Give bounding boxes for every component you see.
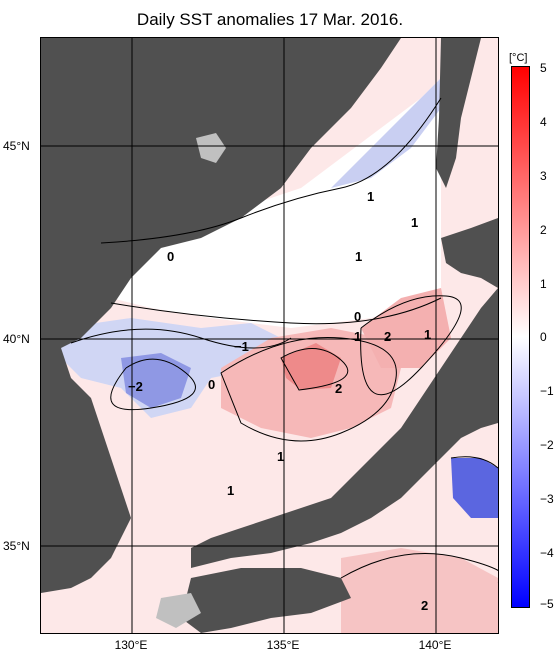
colorbar-tick: 0 bbox=[540, 330, 547, 344]
lon-label-130: 130°E bbox=[114, 638, 148, 652]
contour-label: 2 bbox=[384, 329, 391, 344]
lon-label-140: 140°E bbox=[418, 638, 452, 652]
contour-lines bbox=[70, 97, 498, 583]
contour-label: 1 bbox=[227, 483, 234, 498]
colorbar-tick: 1 bbox=[540, 277, 547, 291]
chart-title: Daily SST anomalies 17 Mar. 2016. bbox=[136, 10, 404, 29]
land-hokkaido bbox=[441, 218, 498, 288]
lat-label-45: 45°N bbox=[3, 139, 30, 153]
map-svg: 0 1 1 1 0 1 2 1 −1 −2 0 2 1 1 2 bbox=[41, 38, 498, 633]
contour-label: 1 bbox=[355, 249, 362, 264]
colorbar-tick: −3 bbox=[540, 492, 554, 506]
contour-label: 0 bbox=[167, 249, 174, 264]
cold-anomaly-pacific bbox=[451, 458, 498, 518]
contour-label: 2 bbox=[421, 598, 428, 613]
land-mainland-asia bbox=[41, 38, 401, 593]
contour-label: 1 bbox=[367, 189, 374, 204]
contour-label: 1 bbox=[424, 327, 431, 342]
warm-anomaly-northeast bbox=[361, 288, 451, 368]
colorbar-tick: −5 bbox=[540, 597, 554, 611]
colorbar-tick: 3 bbox=[540, 169, 547, 183]
sst-map: 0 1 1 1 0 1 2 1 −1 −2 0 2 1 1 2 bbox=[40, 37, 499, 634]
colorbar-unit: [°C] bbox=[509, 52, 528, 64]
graticule bbox=[41, 38, 498, 633]
lat-label-35: 35°N bbox=[3, 539, 30, 553]
warm-anomaly-south bbox=[341, 548, 498, 633]
colorbar-tick: 2 bbox=[540, 223, 547, 237]
contour-label: −2 bbox=[128, 379, 143, 394]
land-southwest-japan bbox=[181, 568, 351, 633]
colorbar-tick: 5 bbox=[540, 61, 547, 75]
colorbar-svg bbox=[512, 67, 529, 607]
colorbar-gradient bbox=[512, 67, 529, 607]
warm-anomaly-core bbox=[281, 343, 341, 390]
contour-label: 0 bbox=[354, 309, 361, 324]
contour-label-group: 0 1 1 1 0 1 2 1 −1 −2 0 2 1 1 2 bbox=[128, 189, 431, 613]
land-sakhalin bbox=[436, 38, 481, 188]
neutral-zone bbox=[101, 78, 441, 328]
contour-label: 1 bbox=[411, 215, 418, 230]
cold-anomaly-north bbox=[331, 78, 441, 188]
island-lake bbox=[196, 133, 226, 163]
colorbar-tick: −2 bbox=[540, 438, 554, 452]
cold-anomaly-core bbox=[121, 353, 191, 408]
land-honshu bbox=[191, 288, 498, 568]
colorbar-tick: −4 bbox=[540, 546, 554, 560]
colorbar bbox=[511, 66, 530, 608]
colorbar-tick: −1 bbox=[540, 384, 554, 398]
lat-label-40: 40°N bbox=[3, 332, 30, 346]
contour-label: 1 bbox=[277, 449, 284, 464]
contour-label: −1 bbox=[234, 339, 249, 354]
contour-label: 0 bbox=[208, 377, 215, 392]
contour-label: 2 bbox=[335, 381, 342, 396]
island-south bbox=[156, 593, 201, 628]
contour-label: 1 bbox=[354, 329, 361, 344]
lon-label-135: 135°E bbox=[266, 638, 300, 652]
colorbar-tick: 4 bbox=[540, 115, 547, 129]
